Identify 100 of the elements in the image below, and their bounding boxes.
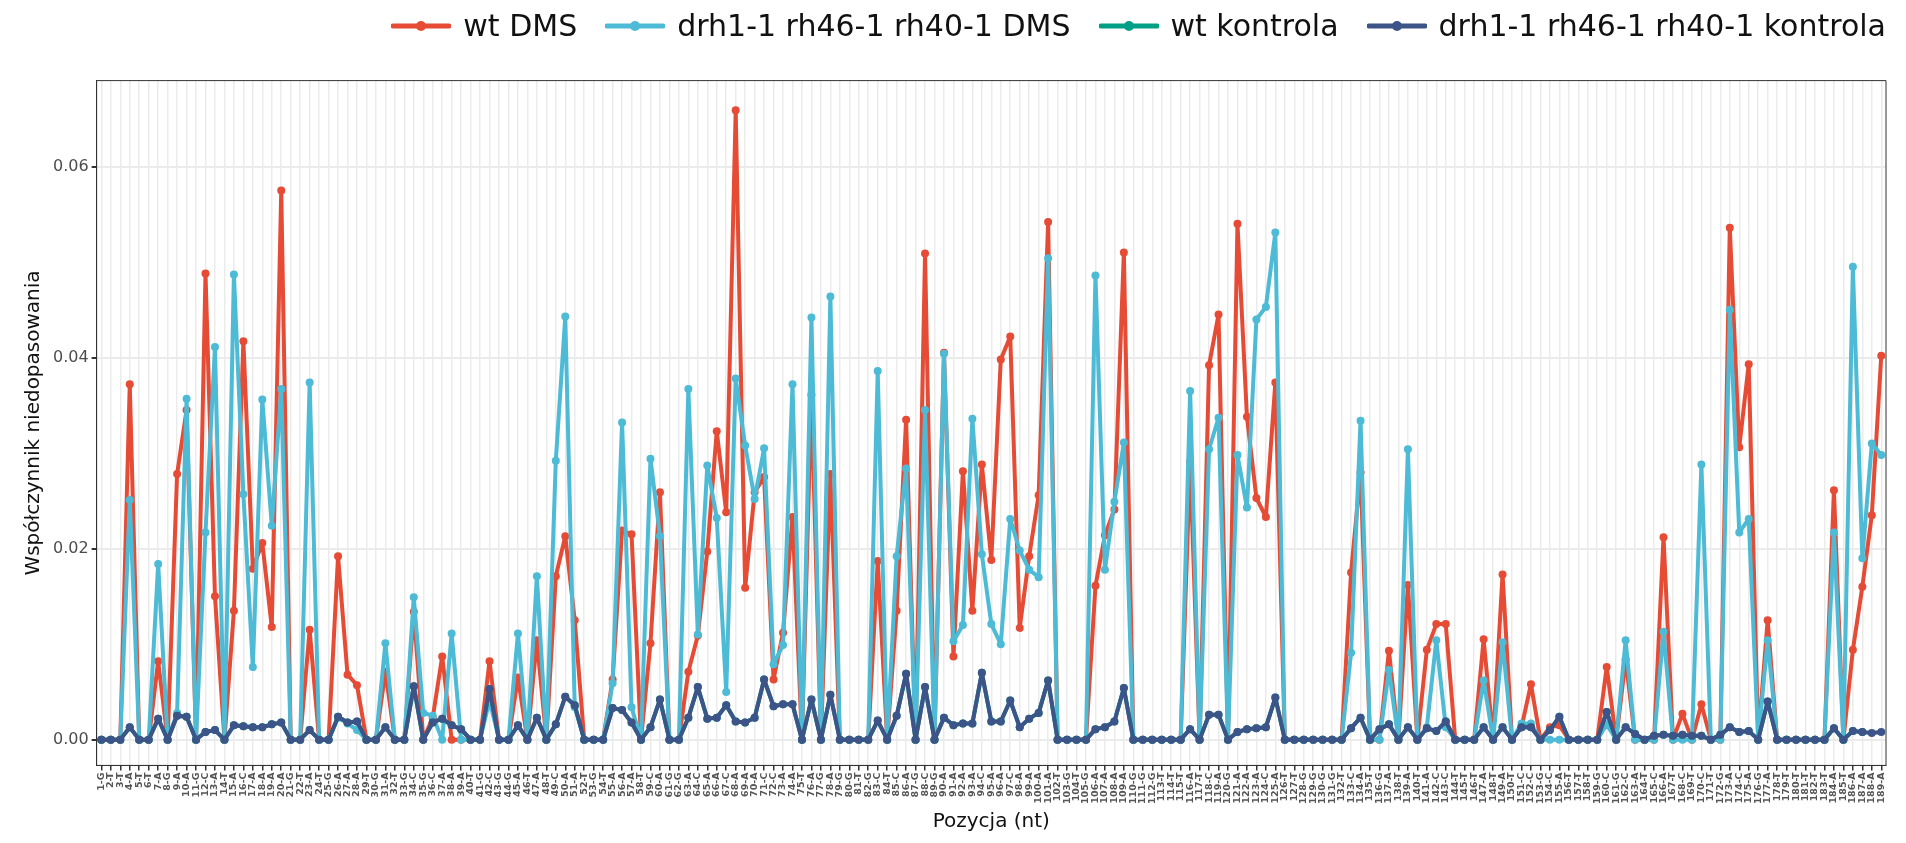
x-tick-label: 169-T <box>1685 771 1697 802</box>
x-tick-label: 86-A <box>899 771 911 797</box>
x-tick-label: 85-C <box>890 772 902 797</box>
x-tick-label: 104-T <box>1069 771 1081 802</box>
x-tick-label: 119-A <box>1212 771 1223 804</box>
x-tick-label: 122-A <box>1240 771 1252 804</box>
x-tick-label: 69-A <box>738 771 750 797</box>
x-tick-label: 102-T <box>1051 771 1063 802</box>
x-tick-label: 115-T <box>1174 771 1186 802</box>
y-tick-label: 0.00 <box>53 728 89 748</box>
x-tick-label: 154-C <box>1543 772 1555 804</box>
x-tick-label: 34-C <box>407 772 419 797</box>
x-tick-label: 188-A <box>1865 771 1877 804</box>
x-tick-label: 7-A <box>151 771 163 791</box>
x-tick-label: 107-A <box>1098 771 1110 804</box>
x-tick-label: 110-G <box>1126 772 1138 805</box>
x-tick-label: 167-T <box>1666 771 1678 802</box>
x-tick-label: 17-A <box>246 771 258 797</box>
x-tick-label: 3-T <box>113 771 125 789</box>
x-tick-label: 46-T <box>520 771 532 795</box>
x-tick-label: 99-A <box>1022 771 1034 797</box>
x-tick-label: 149-A <box>1496 771 1508 804</box>
x-tick-label: 60-A <box>653 771 665 797</box>
x-tick-label: 75-T <box>795 771 807 795</box>
x-tick-label: 88-C <box>918 772 930 797</box>
x-tick-label: 151-C <box>1514 772 1526 804</box>
x-tick-label: 1-G <box>94 772 106 791</box>
x-tick-label: 111-G <box>1136 772 1148 805</box>
x-tick-label: 81-T <box>852 771 864 795</box>
y-tick-label: 0.06 <box>53 155 89 175</box>
x-tick-label: 78-A <box>823 771 835 797</box>
x-tick-label: 87-G <box>909 772 921 798</box>
x-tick-label: 142-C <box>1429 772 1441 804</box>
x-tick-label: 95-A <box>984 771 996 797</box>
y-axis-title: Współczynnik niedopasowania <box>20 270 45 576</box>
x-tick-label: 133-C <box>1344 772 1356 804</box>
x-tick-label: 155-A <box>1552 771 1564 804</box>
x-tick-label: 6-T <box>142 771 154 789</box>
x-tick-label: 105-G <box>1079 772 1091 805</box>
x-tick-label: 27-A <box>340 771 352 797</box>
legend-label: drh1-1 rh46-1 rh40-1 DMS <box>677 8 1071 44</box>
x-tick-label: 73-A <box>776 771 788 797</box>
x-tick-label: 109-A <box>1117 771 1129 804</box>
x-tick-label: 166-A <box>1656 771 1668 804</box>
x-tick-label: 150-T <box>1505 771 1517 802</box>
legend-label: drh1-1 rh46-1 rh40-1 kontrola <box>1438 8 1886 44</box>
x-tick-label: 51-A <box>568 771 580 797</box>
x-tick-label: 178-T <box>1770 771 1782 802</box>
x-tick-label: 94-C <box>975 772 987 797</box>
x-tick-label: 23-A <box>303 771 315 797</box>
x-tick-label: 120-G <box>1221 772 1233 805</box>
x-tick-label: 66-A <box>710 771 722 797</box>
x-tick-label: 4-A <box>123 771 135 791</box>
x-tick-label: 20-A <box>274 771 286 797</box>
x-tick-label: 44-G <box>501 772 513 798</box>
x-tick-label: 101-A <box>1041 771 1053 804</box>
x-tick-label: 103-G <box>1060 772 1072 805</box>
x-tick-label: 160-C <box>1600 772 1612 804</box>
x-tick-label: 172-G <box>1713 772 1725 805</box>
x-tick-label: 143-C <box>1439 772 1451 804</box>
x-tick-label: 70-A <box>748 771 760 797</box>
x-tick-label: 113-T <box>1155 771 1167 802</box>
x-tick-label: 175-A <box>1742 771 1754 804</box>
x-tick-label: 171-T <box>1704 771 1716 802</box>
x-tick-label: 5-T <box>132 771 144 789</box>
x-tick-label: 116-A <box>1183 771 1195 804</box>
x-tick-label: 56-A <box>615 771 627 797</box>
x-tick-label: 18-A <box>255 771 267 797</box>
x-tick-label: 49-C <box>549 772 561 797</box>
x-tick-label: 80-G <box>842 772 854 798</box>
x-tick-label: 145-T <box>1458 771 1470 802</box>
x-tick-label: 161-G <box>1609 772 1621 805</box>
x-tick-label: 165-C <box>1647 772 1659 804</box>
x-tick-label: 137-A <box>1382 771 1394 804</box>
x-tick-label: 42-C <box>483 772 494 797</box>
x-tick-label: 33-G <box>397 772 409 798</box>
x-tick-label: 19-A <box>265 771 277 797</box>
x-tick-label: 184-A <box>1827 771 1839 804</box>
x-tick-label: 157-T <box>1571 771 1583 802</box>
x-axis-title: Pozycja (nt) <box>932 808 1050 833</box>
x-tick-label: 141-A <box>1420 771 1432 804</box>
x-tick-label: 173-A <box>1723 771 1735 804</box>
x-tick-label: 72-C <box>767 772 779 797</box>
x-tick-label: 148-T <box>1486 771 1498 802</box>
x-tick-label: 21-G <box>284 772 296 798</box>
x-tick-label: 176-G <box>1751 772 1763 805</box>
x-tick-label: 12-C <box>198 772 210 797</box>
x-tick-label: 38-A <box>445 771 457 797</box>
x-tick-label: 170-C <box>1694 772 1706 804</box>
x-tick-label: 132-T <box>1335 771 1347 802</box>
x-tick-label: 11-G <box>189 772 201 798</box>
x-tick-label: 71-C <box>757 772 769 797</box>
x-tick-label: 39-A <box>454 771 466 797</box>
x-tick-label: 59-C <box>643 772 655 797</box>
x-tick-label: 58-T <box>634 771 646 795</box>
x-tick-label: 50-A <box>558 771 570 797</box>
x-tick-label: 9-A <box>170 771 182 791</box>
x-tick-label: 124-C <box>1259 772 1271 804</box>
x-tick-label: 96-A <box>994 771 1006 797</box>
x-tick-label: 40-T <box>464 771 476 795</box>
